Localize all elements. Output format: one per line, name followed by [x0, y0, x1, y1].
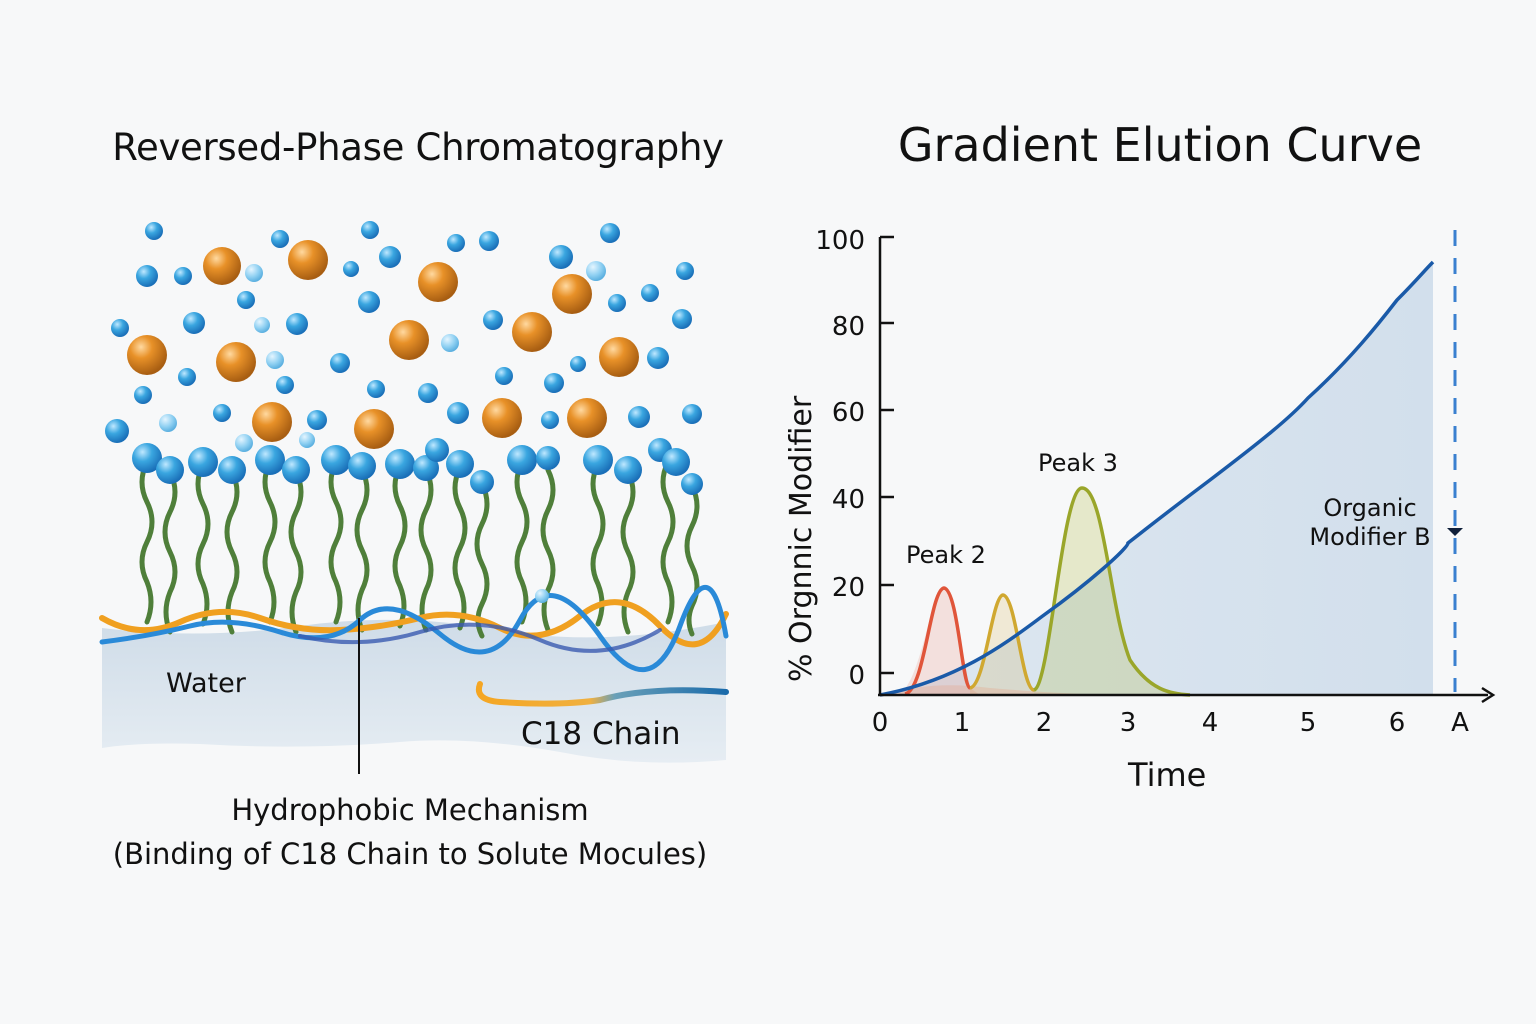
stationary-phase-substrate	[102, 619, 726, 763]
left-panel-title: Reversed-Phase Chromatography	[112, 126, 724, 169]
y-axis-label: % Orgnnic Modifier	[784, 395, 819, 682]
organic-modifier-label: Organic Modifier B	[1300, 494, 1440, 552]
c18-chain-ribbon	[476, 681, 729, 707]
x-tick-4: 4	[1201, 708, 1219, 738]
mechanism-caption: Hydrophobic Mechanism (Binding of C18 Ch…	[60, 788, 760, 876]
peak-2-label: Peak 2	[906, 541, 986, 569]
y-ticks	[880, 235, 894, 675]
c18-chain-label: C18 Chain	[521, 716, 681, 752]
x-axis-arrow-icon	[1481, 686, 1496, 704]
y-tick-60: 60	[831, 398, 865, 428]
chain-head-groups	[132, 438, 703, 495]
peak-2-line	[969, 593, 1035, 692]
peak-3-line	[1032, 486, 1191, 697]
x-tick-1: 1	[953, 708, 971, 738]
water-label: Water	[166, 668, 246, 699]
water-molecules	[105, 221, 702, 603]
y-tick-40: 40	[831, 485, 865, 515]
x-tick-a: A	[1451, 708, 1469, 738]
gradient-line	[879, 260, 1435, 697]
x-tick-2: 2	[1035, 708, 1053, 738]
gradient-area	[880, 262, 1433, 695]
organic-modifier-line-1: Organic	[1323, 494, 1417, 522]
organic-modifier-line-2: Modifier B	[1309, 523, 1431, 551]
c18-chains	[139, 459, 700, 639]
x-tick-6: 6	[1388, 708, 1406, 738]
x-tick-3: 3	[1119, 708, 1137, 738]
solute-molecules	[127, 240, 639, 449]
y-tick-100: 100	[815, 226, 865, 256]
y-tick-80: 80	[831, 312, 865, 342]
marker-arrow-icon	[1447, 528, 1463, 536]
y-tick-0: 0	[848, 661, 865, 691]
x-tick-0: 0	[871, 708, 889, 738]
peak-1-line	[904, 586, 972, 696]
baseline-haze	[885, 685, 1120, 695]
x-tick-5: 5	[1299, 708, 1317, 738]
x-axis-label: Time	[1128, 756, 1207, 794]
peak-3-label: Peak 3	[1038, 449, 1118, 477]
caption-line-2: (Binding of C18 Chain to Solute Mocules)	[112, 837, 708, 871]
y-tick-20: 20	[831, 573, 865, 603]
chart-title: Gradient Elution Curve	[897, 118, 1423, 172]
caption-line-1: Hydrophobic Mechanism	[231, 793, 589, 827]
